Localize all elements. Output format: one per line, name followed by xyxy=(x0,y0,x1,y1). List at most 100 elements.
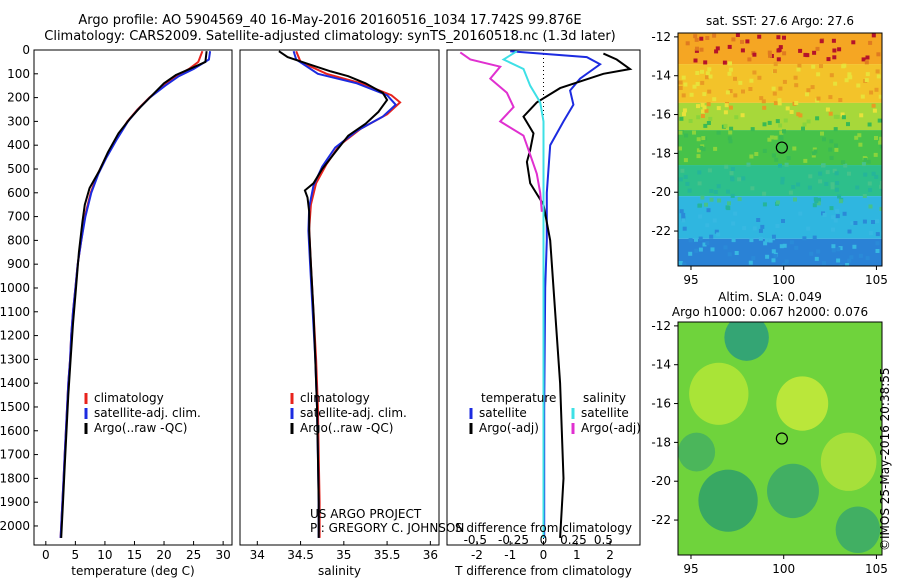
sst-pixel xyxy=(757,34,762,39)
sst-pixel xyxy=(875,69,880,74)
sst-pixel xyxy=(706,102,711,107)
depth-tick-label: 1400 xyxy=(0,376,30,390)
sst-pixel xyxy=(831,244,836,249)
sst-pixel xyxy=(704,108,709,113)
sst-pixel xyxy=(852,244,857,249)
sst-pixel xyxy=(751,256,756,261)
sst-pixel xyxy=(838,246,843,251)
sst-pixel xyxy=(850,221,855,226)
sst-pixel xyxy=(847,171,851,176)
sst-pixel xyxy=(734,251,739,255)
sst-pixel xyxy=(689,92,694,97)
salinity-axes-frame xyxy=(239,49,440,546)
sst-pixel xyxy=(835,181,840,185)
sst-pixel xyxy=(692,84,697,89)
salinity-x-tick-label: 34.5 xyxy=(287,548,314,562)
sst-pixel xyxy=(778,163,782,168)
sst-pixel xyxy=(824,181,829,186)
sst_map-y-tick-label: -20 xyxy=(651,185,671,199)
sst-pixel xyxy=(874,136,878,140)
difference-s-tick-label: 0 xyxy=(540,533,548,547)
depth-tick-label: 1200 xyxy=(0,329,30,343)
sst-pixel xyxy=(841,115,846,120)
sst-pixel xyxy=(694,237,698,242)
sst-pixel xyxy=(748,260,753,265)
depth-tick-label: 500 xyxy=(7,162,30,176)
sst-pixel xyxy=(784,162,789,167)
sst-pixel xyxy=(693,58,698,63)
sst-pixel xyxy=(705,36,710,40)
sst-pixel xyxy=(705,223,710,228)
sst-pixel xyxy=(695,82,700,86)
difference-series-4-line xyxy=(459,51,543,212)
sst-pixel xyxy=(828,111,833,116)
sst-pixel xyxy=(857,133,862,138)
sst-pixel xyxy=(773,254,778,258)
sst-pixel xyxy=(865,55,870,60)
sst-pixel xyxy=(829,139,834,144)
sst-pixel xyxy=(863,172,868,177)
sst_map-x-tick-label: 100 xyxy=(772,273,795,287)
sst_map-y-tick-label: -14 xyxy=(651,69,671,83)
sst-pixel xyxy=(833,127,838,132)
sst-pixel xyxy=(879,144,882,149)
depth-tick-label: 600 xyxy=(7,186,30,200)
sst-pixel xyxy=(698,203,702,208)
sst-pixel xyxy=(681,218,686,223)
sst-pixel xyxy=(862,194,867,198)
difference-legend-label: Argo(-adj) xyxy=(479,421,539,435)
sst-pixel xyxy=(682,112,686,117)
sst-pixel xyxy=(725,205,730,210)
sst-pixel xyxy=(873,152,878,157)
sst-pixel xyxy=(728,67,733,72)
sst-pixel xyxy=(864,60,869,65)
difference-series-3-line xyxy=(501,50,545,538)
difference-series-1-line xyxy=(510,50,602,538)
sst-pixel xyxy=(786,156,791,160)
sst-pixel xyxy=(702,92,707,97)
sla-blob xyxy=(698,469,758,532)
sst-pixel xyxy=(700,114,705,118)
sla_map-y-tick-label: -18 xyxy=(651,435,671,449)
sst-pixel xyxy=(835,208,840,213)
sst-pixel xyxy=(792,146,797,151)
temperature-x-tick-label: 0 xyxy=(42,548,50,562)
sst_map-y-tick-label: -18 xyxy=(651,146,671,160)
sst-pixel xyxy=(814,256,819,261)
salinity-legend-label: climatology xyxy=(300,391,370,405)
sst-pixel xyxy=(752,70,757,75)
sst-pixel xyxy=(733,93,738,98)
sst-pixel xyxy=(733,76,737,81)
sst-pixel xyxy=(705,71,710,76)
sst-pixel xyxy=(832,48,837,53)
sla-map-subtitle: Argo h1000: 0.067 h2000: 0.076 xyxy=(672,305,868,319)
sst-pixel xyxy=(700,69,704,74)
sst-pixel xyxy=(762,122,767,127)
sst-pixel xyxy=(793,75,798,80)
sst-pixel xyxy=(847,229,852,234)
sst-map-title: sat. SST: 27.6 Argo: 27.6 xyxy=(706,14,854,28)
salinity-series-2-line xyxy=(292,50,398,538)
sst-pixel xyxy=(752,226,757,231)
sst-pixel xyxy=(818,171,823,176)
sst-pixel xyxy=(817,197,821,202)
sst-pixel xyxy=(844,78,849,83)
sla_map-y-tick-label: -12 xyxy=(651,319,671,333)
sst-band xyxy=(678,64,882,103)
sst-pixel xyxy=(709,234,714,239)
sst-pixel xyxy=(737,177,742,182)
sst-pixel xyxy=(771,258,776,263)
sst-pixel xyxy=(838,98,843,102)
sla-blob xyxy=(689,362,749,425)
sst-pixel xyxy=(705,75,709,80)
sst-pixel xyxy=(880,230,882,235)
sla-blob xyxy=(678,432,716,472)
temperature-series-1-line xyxy=(59,50,204,538)
sst-pixel xyxy=(874,174,879,179)
sst-pixel xyxy=(858,142,863,147)
sst-pixel xyxy=(775,119,780,124)
sst-pixel xyxy=(764,238,769,243)
sst-pixel xyxy=(835,214,840,219)
temperature-x-tick-label: 5 xyxy=(72,548,80,562)
sst-pixel xyxy=(762,202,767,207)
